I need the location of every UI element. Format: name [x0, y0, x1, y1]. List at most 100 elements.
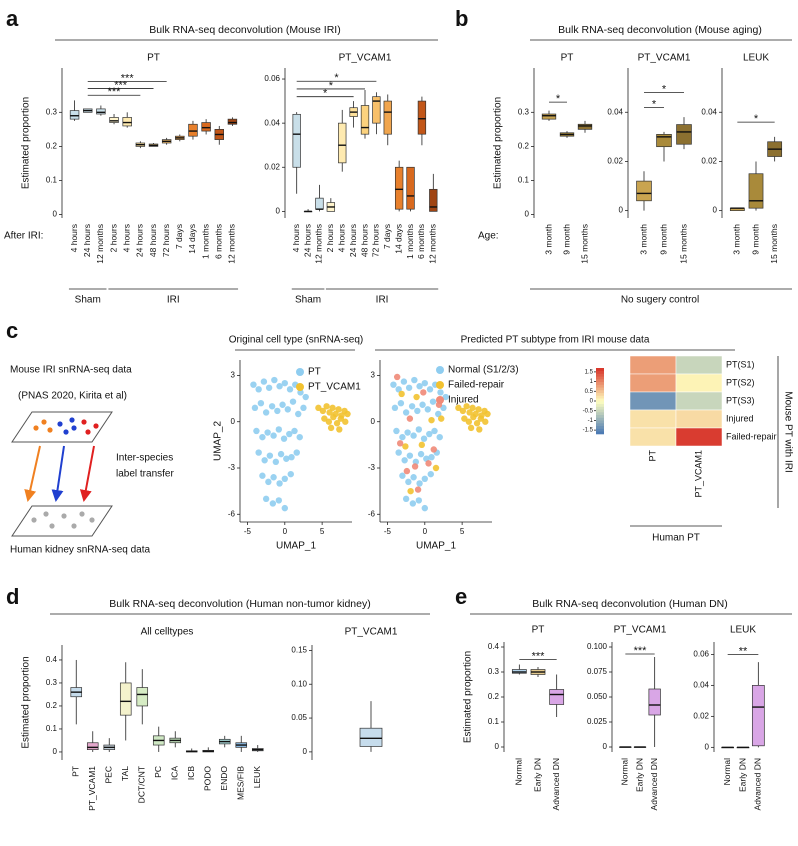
box	[96, 108, 106, 115]
chart-title: Predicted PT subtype from IRI mouse data	[461, 335, 650, 346]
point	[277, 450, 285, 458]
x-tick-label: 24 hours	[135, 224, 145, 257]
point	[261, 457, 268, 464]
point	[259, 472, 266, 479]
box	[429, 188, 438, 212]
x-tick-label: ICB	[186, 766, 196, 781]
x-tick-label: 24 hours	[348, 224, 358, 257]
box	[541, 113, 557, 120]
colorbar-label: 1	[590, 379, 594, 385]
x-tick-label: 7 days	[382, 224, 392, 249]
x-tick-label: 6 months	[214, 224, 224, 259]
box	[122, 117, 132, 127]
x-tick-label: 1 months	[200, 224, 210, 259]
cell	[61, 513, 67, 519]
colorbar-step	[596, 431, 604, 435]
chart-title: LEUK	[743, 53, 769, 64]
point	[281, 504, 288, 512]
point	[463, 403, 470, 410]
x-tick-label: Early DN	[737, 758, 747, 792]
cell	[41, 419, 47, 425]
y-tick-label: 0.02	[607, 157, 623, 166]
point	[395, 386, 402, 393]
y-tick-label: 0.025	[587, 717, 608, 726]
y-tick-label: 0.100	[587, 642, 608, 651]
row-label: Injured	[726, 413, 754, 423]
y-tick-label: 0	[371, 417, 376, 426]
legend-swatch	[296, 368, 304, 376]
bracket-label: *	[329, 80, 334, 92]
colorbar-step	[596, 379, 604, 383]
chart-title: PT_VCAM1	[638, 53, 691, 64]
y-tick-label: 0.15	[291, 646, 307, 655]
x-tick-label: 4 hours	[69, 224, 79, 252]
y-tick-label: 0	[603, 742, 608, 751]
point	[276, 480, 283, 487]
panel-letter: b	[455, 6, 468, 31]
point	[265, 384, 273, 391]
heat-cell	[675, 391, 723, 411]
y-tick-label: 3	[371, 371, 376, 380]
point	[420, 435, 428, 442]
diagram-text: Human kidney snRNA-seq data	[10, 545, 151, 556]
box	[383, 100, 392, 135]
point	[470, 413, 477, 421]
x-tick-label: 9 month	[750, 224, 760, 255]
colorbar-step	[596, 373, 604, 377]
point	[274, 407, 281, 415]
y-tick-label: 0.4	[488, 642, 500, 651]
legend-label: PT_VCAM1	[308, 382, 361, 393]
x-tick-label: 0	[423, 527, 428, 536]
point	[251, 404, 259, 412]
y-tick-label: 0.4	[46, 655, 58, 664]
point	[420, 389, 427, 396]
heat-cell	[675, 409, 723, 429]
point	[336, 426, 343, 433]
y-tick-label: 0.075	[587, 667, 608, 676]
point	[286, 386, 294, 393]
x-tick-label: Advanced DN	[649, 758, 659, 810]
y-tick-label: 0.2	[518, 142, 530, 151]
point	[264, 429, 271, 436]
point	[342, 418, 349, 425]
point	[279, 401, 286, 408]
point	[319, 407, 327, 415]
box	[292, 113, 301, 168]
x-tick-label: ENDO	[219, 766, 229, 791]
point	[280, 435, 288, 442]
point	[406, 415, 414, 422]
point	[402, 443, 409, 450]
row-label: Failed-repair	[726, 431, 777, 441]
x-tick-label: 24 hours	[82, 224, 92, 257]
point	[436, 433, 443, 441]
heat-cell	[675, 355, 723, 375]
x-tick-label: 3 month	[543, 224, 553, 255]
point	[272, 458, 280, 466]
cell	[81, 419, 87, 425]
point	[409, 500, 417, 507]
y-tick-label: 0.06	[264, 74, 280, 83]
diagram-text: label transfer	[116, 469, 174, 480]
x-tick-label: 9 month	[658, 224, 668, 255]
point	[442, 393, 449, 401]
x-tick-label: 6 months	[416, 224, 426, 259]
point	[482, 418, 489, 425]
point	[266, 452, 274, 459]
point	[414, 407, 421, 415]
point	[426, 430, 433, 438]
cell	[69, 417, 75, 423]
point	[327, 424, 335, 432]
point	[259, 433, 266, 441]
chart-title: Original cell type (snRNA-seq)	[229, 335, 364, 346]
point	[315, 404, 322, 412]
x-tick-label: -5	[384, 527, 392, 536]
point	[289, 398, 297, 405]
x-tick-label: PT	[71, 766, 81, 777]
x-tick-label: 4 hours	[336, 224, 346, 252]
diagram-text: (PNAS 2020, Kirita et al)	[18, 391, 127, 402]
point	[337, 415, 344, 422]
point	[416, 480, 423, 487]
cell	[85, 429, 91, 435]
cell	[79, 511, 85, 517]
colorbar-label: -1	[588, 418, 594, 424]
